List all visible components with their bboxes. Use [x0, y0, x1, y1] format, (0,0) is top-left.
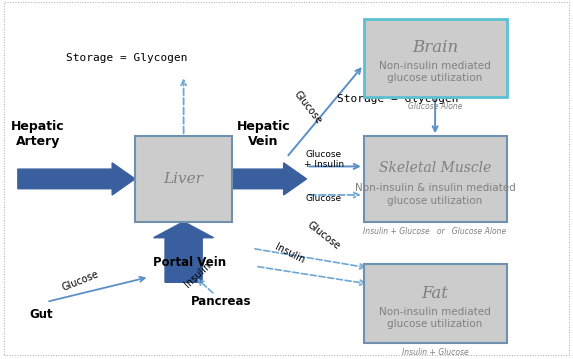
Text: Pancreas: Pancreas [190, 295, 251, 308]
Text: Insulin: Insulin [273, 242, 306, 266]
Text: Storage = Glycogen: Storage = Glycogen [337, 94, 459, 104]
Text: Brain: Brain [412, 39, 458, 56]
Text: Glucose Alone: Glucose Alone [408, 102, 462, 111]
Text: Hepatic
Artery: Hepatic Artery [11, 120, 65, 148]
Text: Portal Vein: Portal Vein [153, 256, 226, 269]
Text: Glucose: Glucose [305, 220, 342, 252]
Text: Non-insulin & insulin mediated
glucose utilization: Non-insulin & insulin mediated glucose u… [355, 183, 516, 205]
Text: Storage = Glycogen: Storage = Glycogen [66, 53, 187, 63]
Text: Insulin + Glucose   or   Glucose Alone: Insulin + Glucose or Glucose Alone [363, 227, 507, 236]
FancyBboxPatch shape [364, 265, 507, 343]
FancyBboxPatch shape [364, 19, 507, 97]
Polygon shape [154, 222, 214, 282]
Text: Insulin: Insulin [183, 261, 213, 290]
Text: Insulin + Glucose: Insulin + Glucose [402, 348, 469, 357]
Polygon shape [232, 163, 307, 195]
Text: Glucose: Glucose [61, 269, 101, 293]
Text: Hepatic
Vein: Hepatic Vein [237, 120, 291, 148]
Text: Non-insulin mediated
glucose utilization: Non-insulin mediated glucose utilization [379, 307, 491, 329]
Text: Fat: Fat [422, 285, 449, 302]
Text: Glucose: Glucose [305, 194, 342, 203]
Text: Non-insulin mediated
glucose utilization: Non-insulin mediated glucose utilization [379, 61, 491, 83]
Text: Glucose
+ Insulin: Glucose + Insulin [304, 150, 344, 169]
Polygon shape [18, 163, 135, 195]
Text: Gut: Gut [29, 308, 53, 321]
FancyBboxPatch shape [364, 136, 507, 222]
FancyBboxPatch shape [135, 136, 232, 222]
Text: Liver: Liver [164, 172, 203, 186]
Text: Glucose: Glucose [292, 89, 324, 126]
Text: Skeletal Muscle: Skeletal Muscle [379, 161, 491, 175]
